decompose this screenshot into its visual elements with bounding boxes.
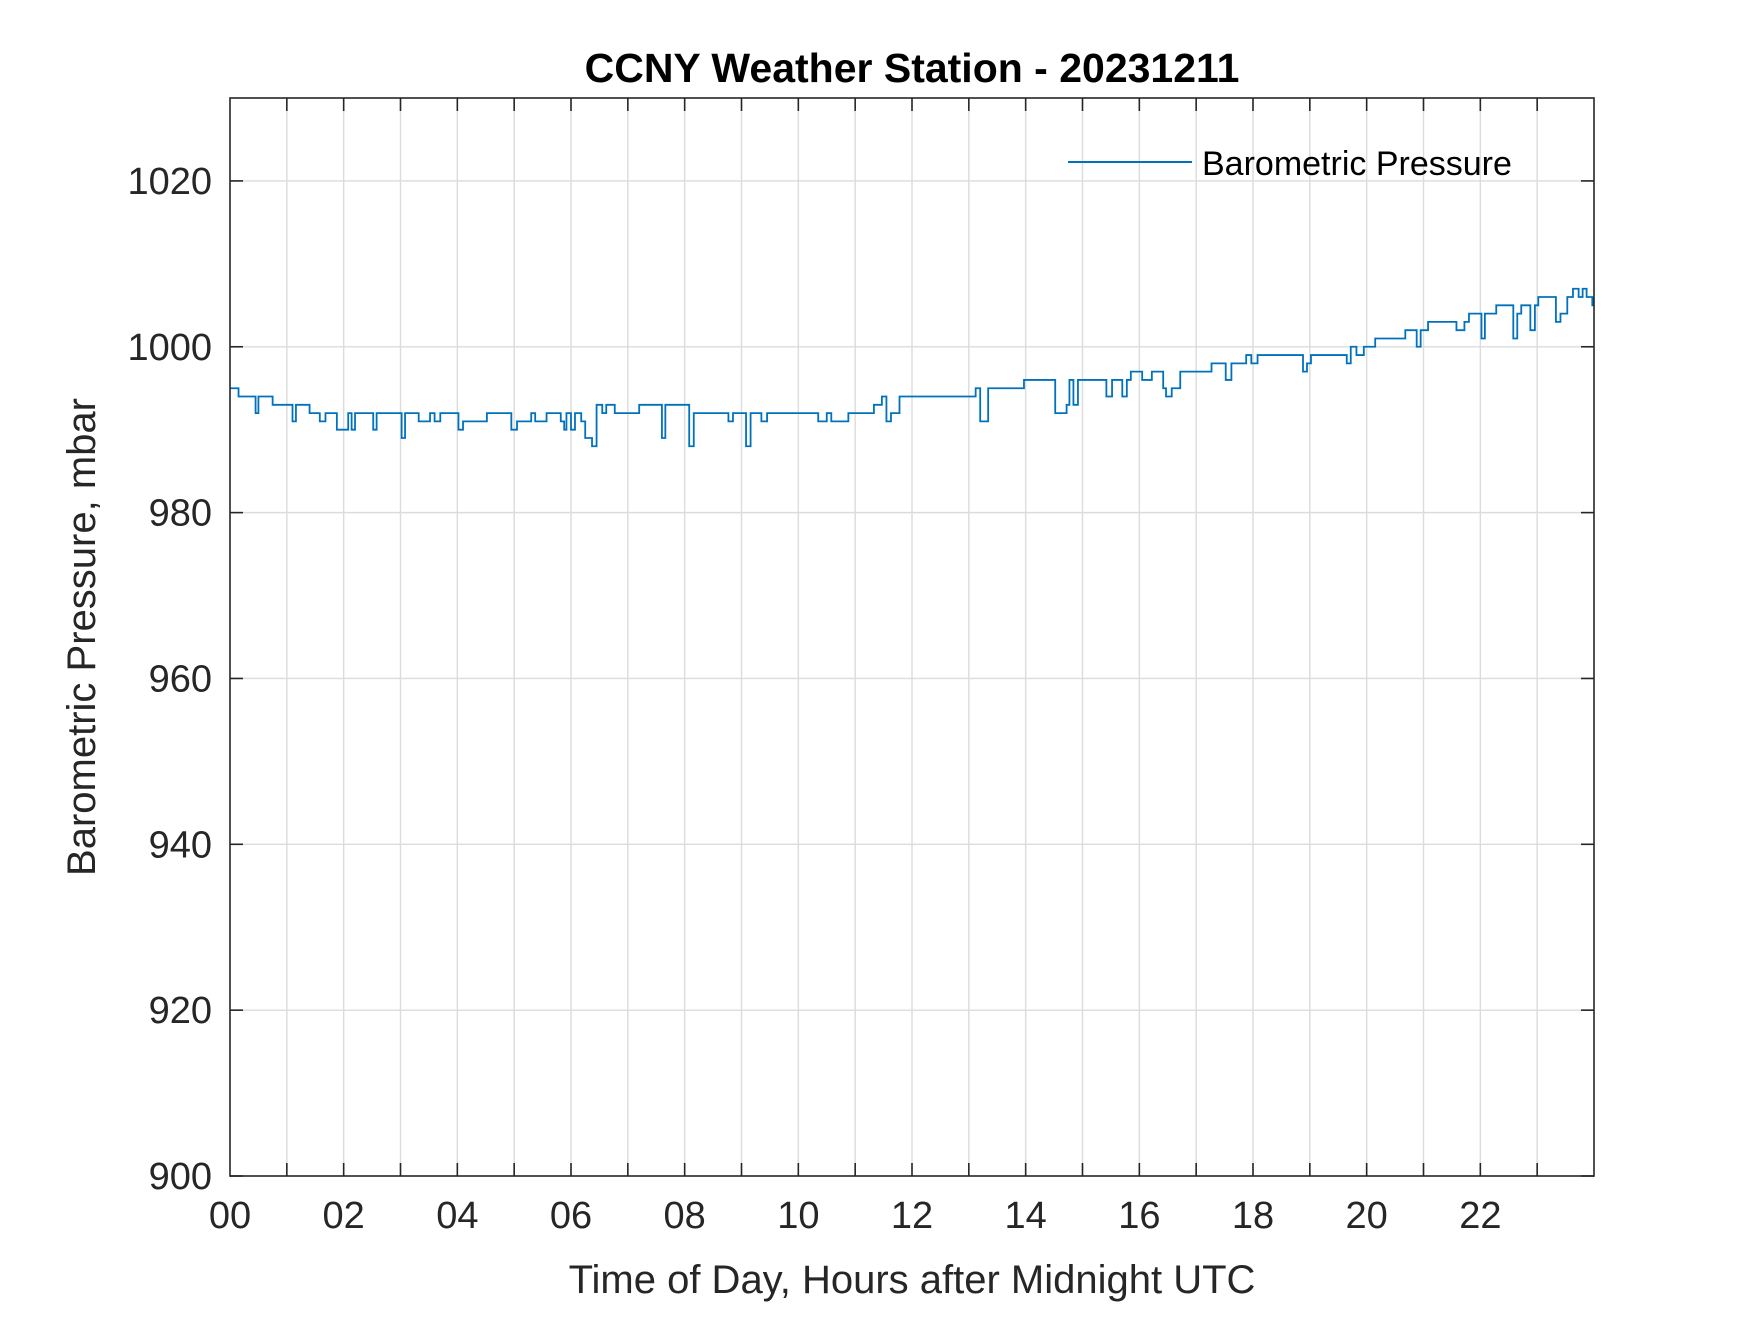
- x-tick-label: 18: [1232, 1195, 1274, 1237]
- y-tick-label: 940: [149, 824, 212, 866]
- y-tick-label: 960: [149, 658, 212, 700]
- legend-label: Barometric Pressure: [1202, 145, 1512, 183]
- x-tick-label: 06: [550, 1195, 592, 1237]
- grid-lines: [230, 98, 1594, 1176]
- chart-title: CCNY Weather Station - 20231211: [585, 45, 1240, 91]
- y-tick-label: 920: [149, 990, 212, 1032]
- series-line-barometric-pressure: [230, 287, 1595, 448]
- y-tick-label: 900: [149, 1156, 212, 1198]
- x-tick-labels: 00 02 04 06 08 10 12 14 16 18 20 22: [209, 1195, 1502, 1237]
- x-tick-label: 10: [777, 1195, 819, 1237]
- y-tick-labels: 900 920 940 960 980 1000 1020: [127, 161, 212, 1198]
- y-tick-label: 1020: [127, 161, 212, 203]
- x-tick-label: 00: [209, 1195, 251, 1237]
- legend: Barometric Pressure: [1068, 145, 1512, 183]
- x-tick-label: 02: [323, 1195, 365, 1237]
- x-axis-label: Time of Day, Hours after Midnight UTC: [569, 1258, 1256, 1302]
- y-tick-label: 980: [149, 493, 212, 535]
- x-tick-label: 14: [1005, 1195, 1047, 1237]
- x-tick-label: 08: [664, 1195, 706, 1237]
- x-tick-label: 04: [436, 1195, 478, 1237]
- x-tick-label: 16: [1118, 1195, 1160, 1237]
- x-tick-label: 20: [1346, 1195, 1388, 1237]
- y-axis-label: Barometric Pressure, mbar: [60, 398, 104, 876]
- x-tick-label: 12: [891, 1195, 933, 1237]
- x-tick-label: 22: [1459, 1195, 1501, 1237]
- y-tick-label: 1000: [127, 327, 212, 369]
- series-layer: [230, 287, 1595, 448]
- plot-frame: [229, 97, 1595, 1177]
